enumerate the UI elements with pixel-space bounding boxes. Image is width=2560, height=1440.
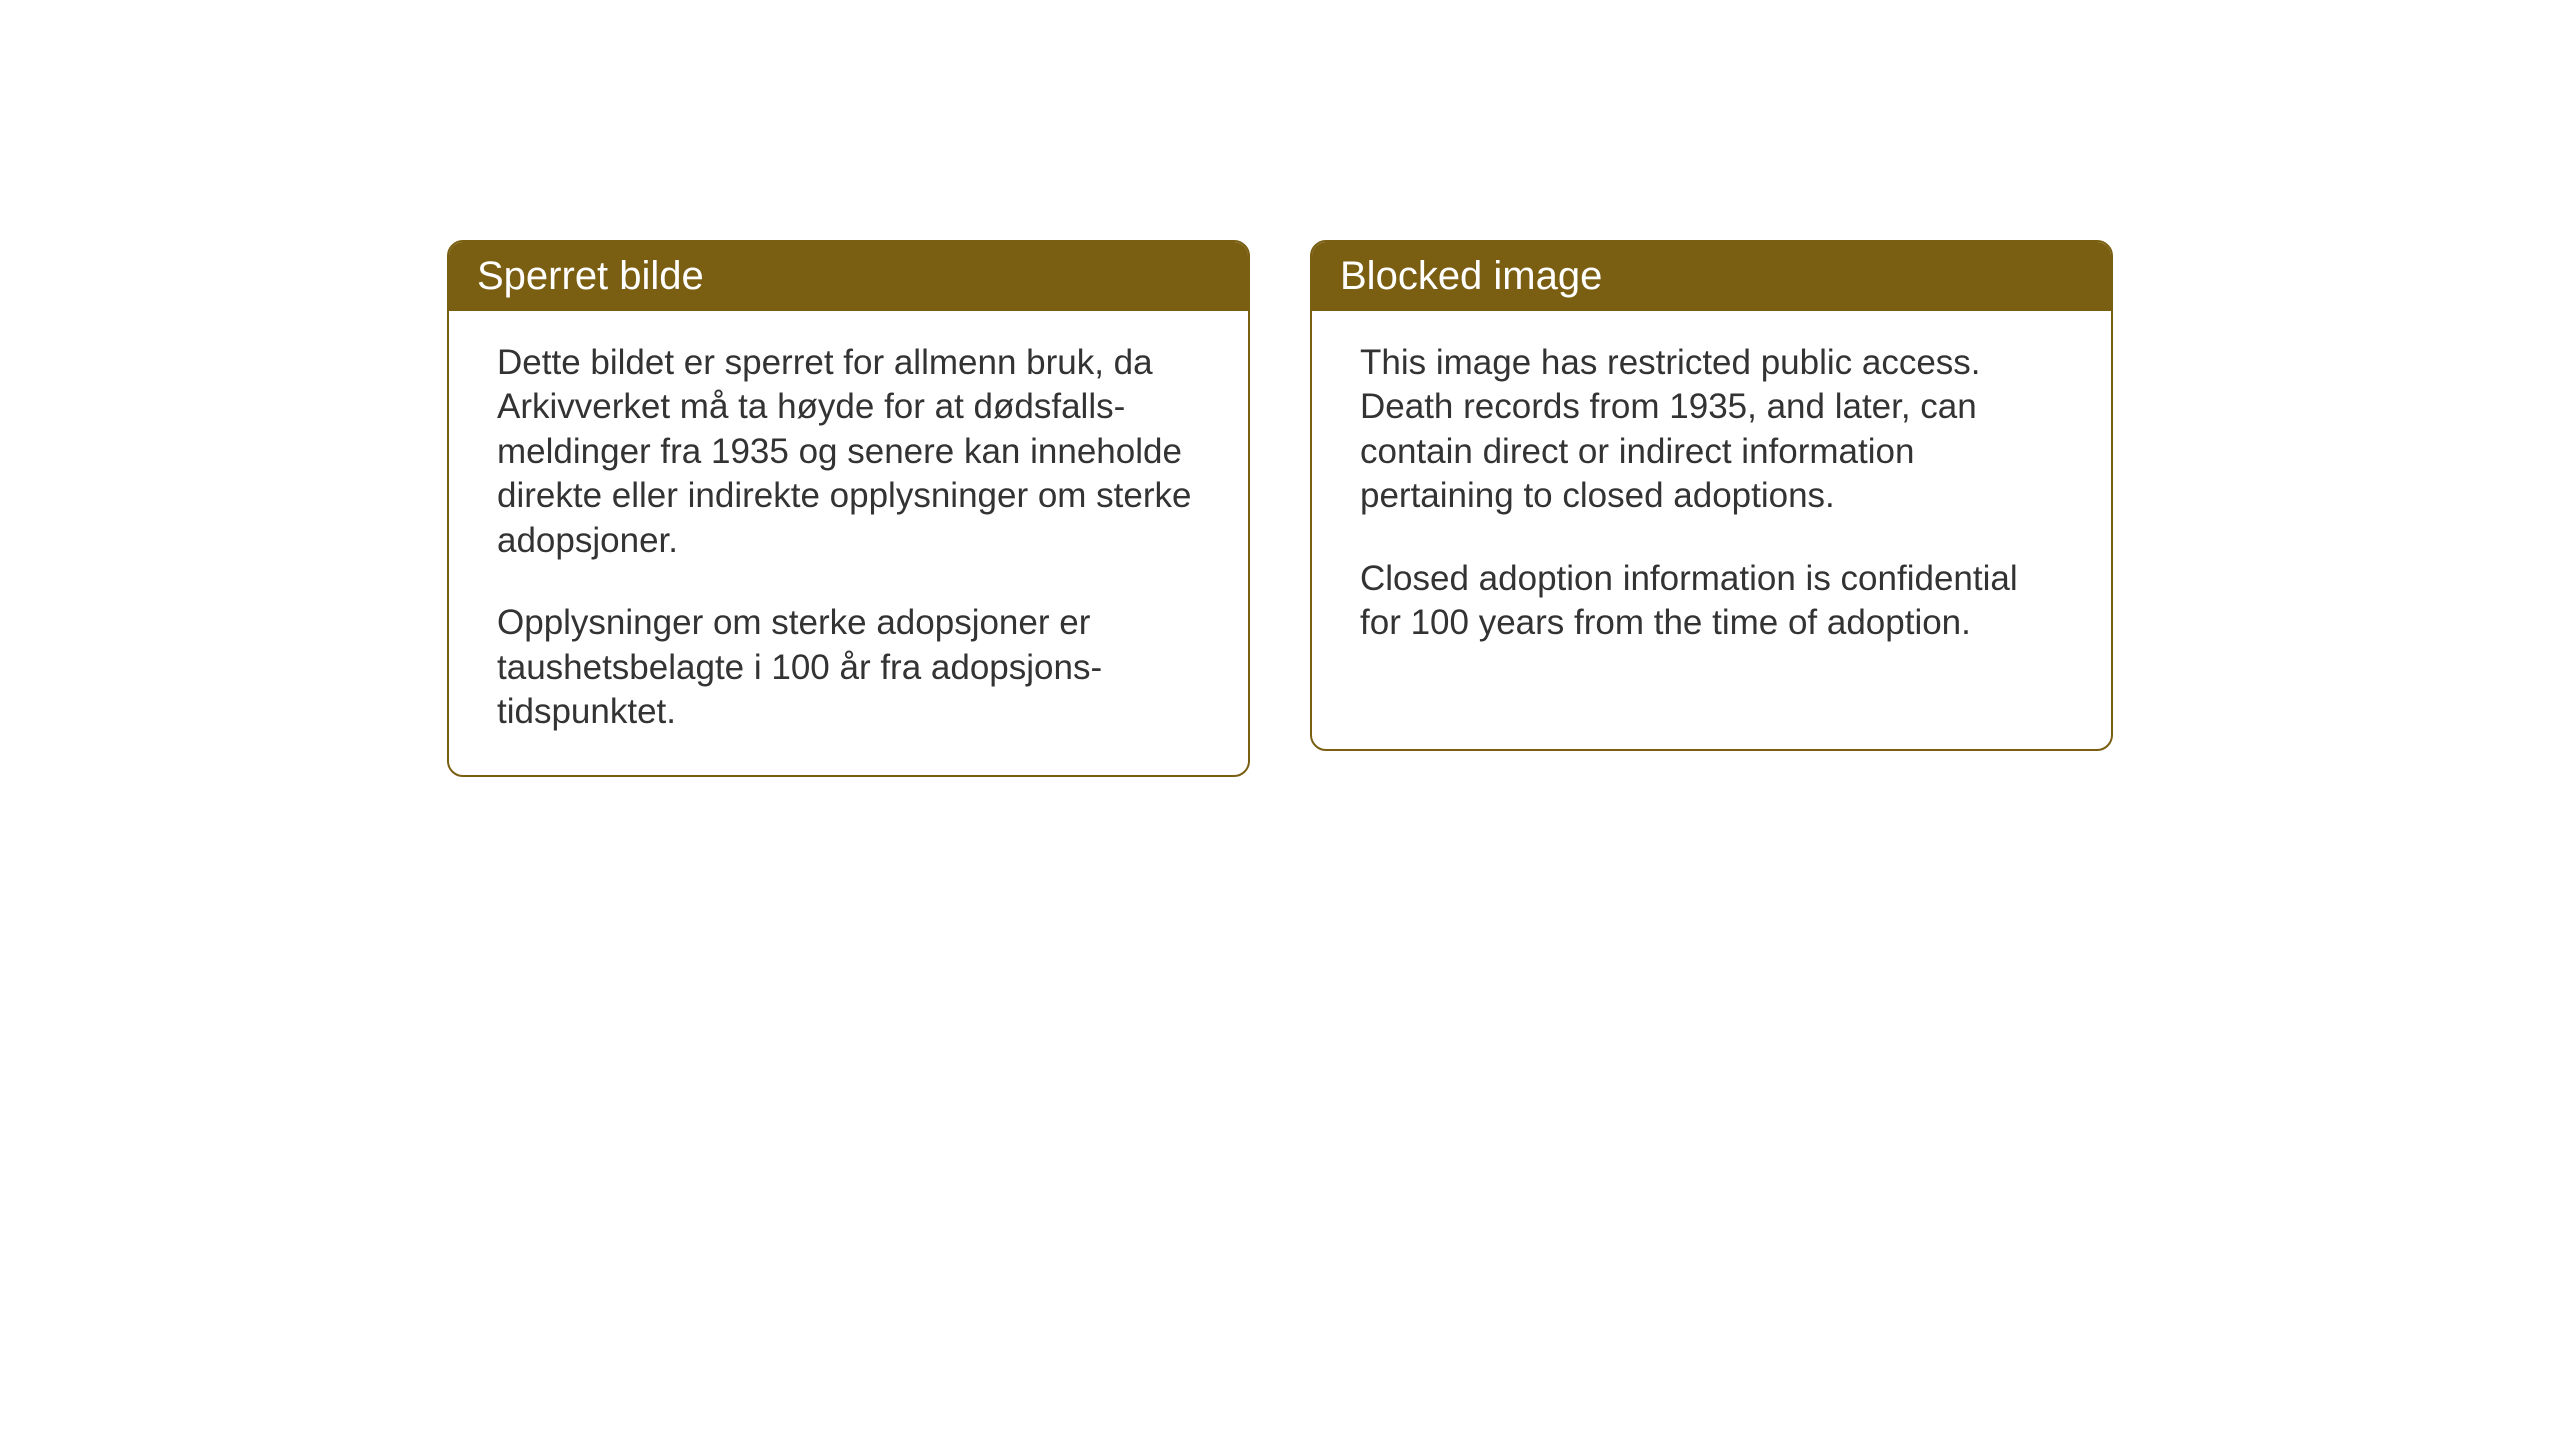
english-paragraph-1: This image has restricted public access.…	[1360, 341, 2063, 519]
english-card-body: This image has restricted public access.…	[1312, 311, 2111, 686]
english-notice-card: Blocked image This image has restricted …	[1310, 240, 2113, 751]
norwegian-notice-card: Sperret bilde Dette bildet er sperret fo…	[447, 240, 1250, 777]
norwegian-card-body: Dette bildet er sperret for allmenn bruk…	[449, 311, 1248, 775]
english-card-title: Blocked image	[1312, 242, 2111, 311]
english-paragraph-2: Closed adoption information is confident…	[1360, 557, 2063, 646]
cards-container: Sperret bilde Dette bildet er sperret fo…	[447, 240, 2113, 777]
norwegian-paragraph-2: Opplysninger om sterke adopsjoner er tau…	[497, 601, 1200, 734]
norwegian-paragraph-1: Dette bildet er sperret for allmenn bruk…	[497, 341, 1200, 563]
norwegian-card-title: Sperret bilde	[449, 242, 1248, 311]
